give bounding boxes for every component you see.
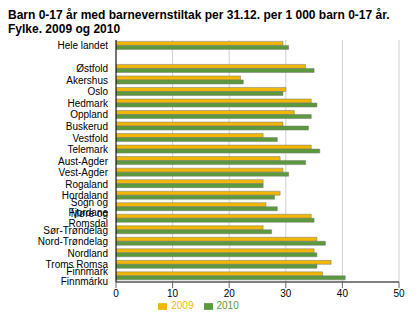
svg-text:Hele landet: Hele landet [57,40,108,51]
svg-text:30: 30 [280,288,292,299]
svg-text:50: 50 [393,288,405,299]
svg-text:Telemark: Telemark [67,144,109,155]
svg-text:Buskerud: Buskerud [66,121,108,132]
svg-text:20: 20 [224,288,236,299]
svg-text:Sør-Trøndelag: Sør-Trøndelag [43,225,108,236]
svg-text:Vestfold: Vestfold [72,133,108,144]
svg-text:Aust-Agder: Aust-Agder [58,156,109,167]
svg-text:Rogaland: Rogaland [65,179,108,190]
svg-text:Østfold: Østfold [76,63,108,74]
svg-text:Akershus: Akershus [66,75,108,86]
svg-text:40: 40 [337,288,349,299]
svg-text:Nordland: Nordland [67,248,108,259]
svg-text:10: 10 [167,288,179,299]
svg-text:Oppland: Oppland [70,109,108,120]
svg-text:Oslo: Oslo [87,86,108,97]
svg-text:FinnmarkFinnmárku: FinnmarkFinnmárku [61,266,109,287]
svg-text:Vest-Agder: Vest-Agder [59,167,109,178]
svg-text:0: 0 [113,288,119,299]
svg-text:Nord-Trøndelag: Nord-Trøndelag [38,236,108,247]
svg-text:Hedmark: Hedmark [67,98,109,109]
